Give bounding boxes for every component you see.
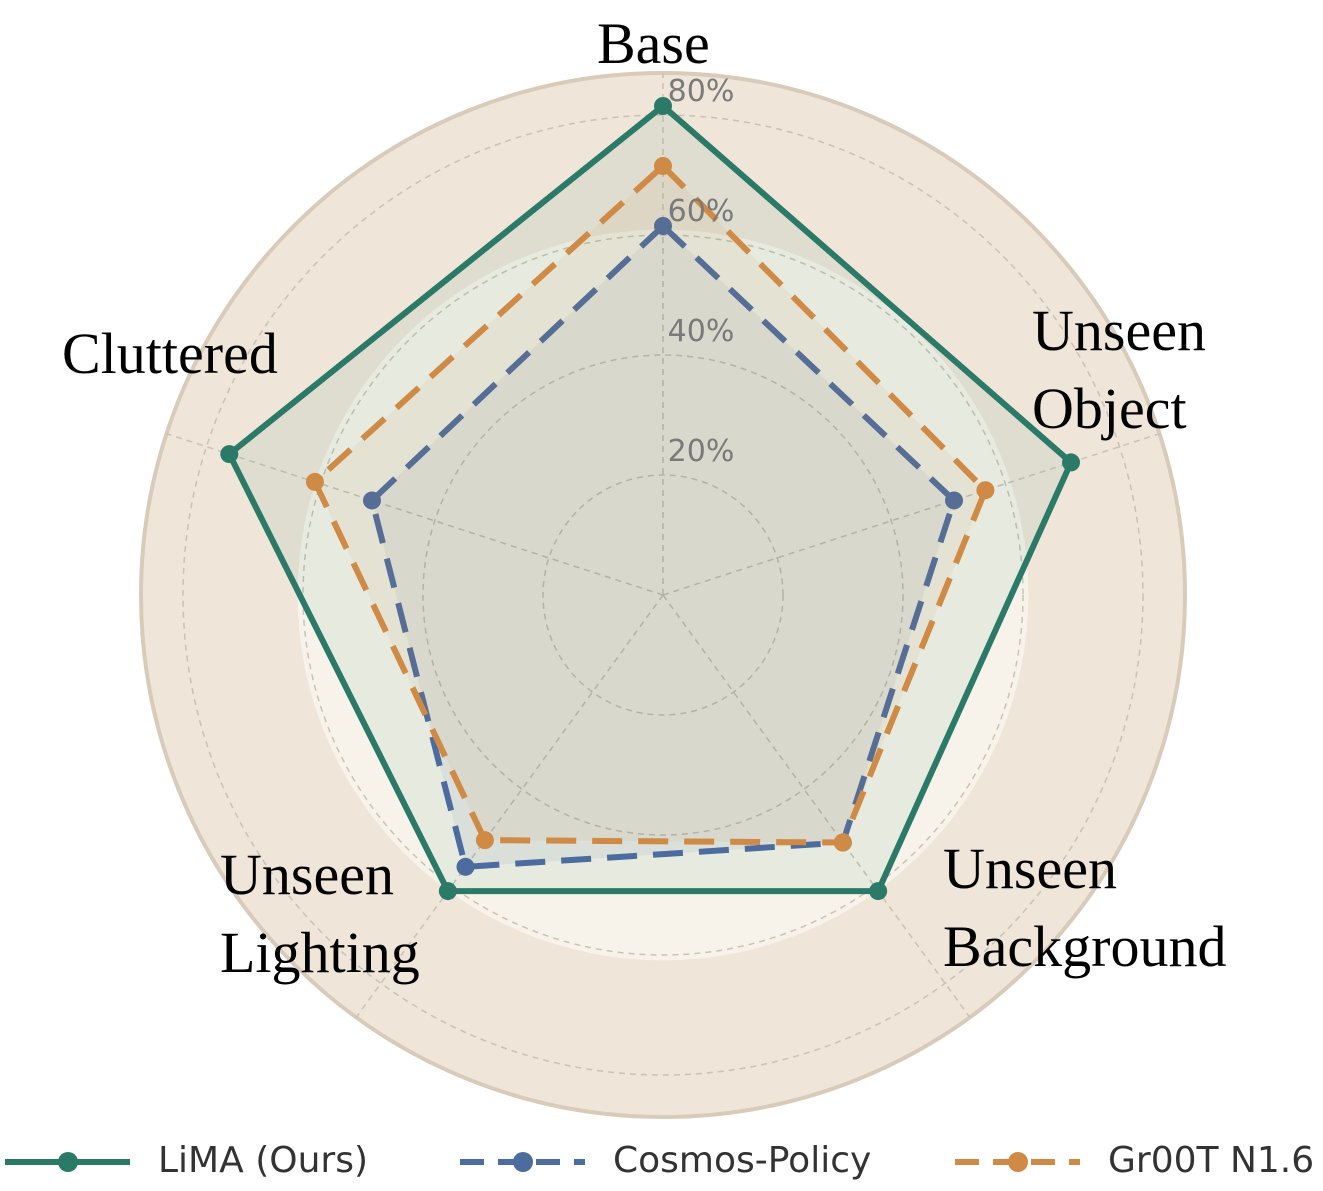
grid-ring [422, 354, 904, 836]
category-label: Base [597, 11, 710, 76]
grid-ring [542, 474, 784, 716]
series-point [869, 882, 888, 901]
legend-label: Cosmos-Policy [613, 1140, 871, 1181]
series-point [362, 491, 381, 510]
series-point [475, 831, 494, 850]
legend-marker [58, 1152, 78, 1172]
series-point [833, 833, 852, 852]
series-point [654, 97, 672, 115]
series-point [305, 472, 324, 491]
legend-label: Gr00T N1.6 [1108, 1140, 1314, 1181]
grid-ring [182, 114, 1144, 1076]
r-tick-label: 40% [668, 314, 735, 349]
series-point [945, 491, 964, 510]
series-point [976, 481, 995, 500]
series-area [371, 226, 955, 867]
category-label: Unseen Background [943, 836, 1227, 979]
series-point [654, 217, 672, 235]
series-line [311, 163, 989, 846]
category-label: Cluttered [62, 321, 278, 386]
series-area [229, 106, 1072, 892]
series-area [314, 166, 986, 843]
category-label: Unseen Object [1032, 298, 1206, 441]
r-tick-label: 60% [668, 194, 735, 229]
series-point [220, 445, 239, 464]
r-tick-label: 80% [668, 74, 735, 109]
series-point [654, 157, 672, 175]
series-point [438, 882, 457, 901]
legend-marker [513, 1152, 533, 1172]
series-line [226, 103, 1075, 895]
category-label: Unseen Lighting [220, 842, 420, 985]
series-point [1062, 453, 1081, 472]
legend-marker [1008, 1152, 1028, 1172]
legend-label: LiMA (Ours) [158, 1140, 368, 1181]
r-tick-label: 20% [668, 434, 735, 469]
series-point [456, 857, 475, 876]
series-line [368, 223, 958, 870]
